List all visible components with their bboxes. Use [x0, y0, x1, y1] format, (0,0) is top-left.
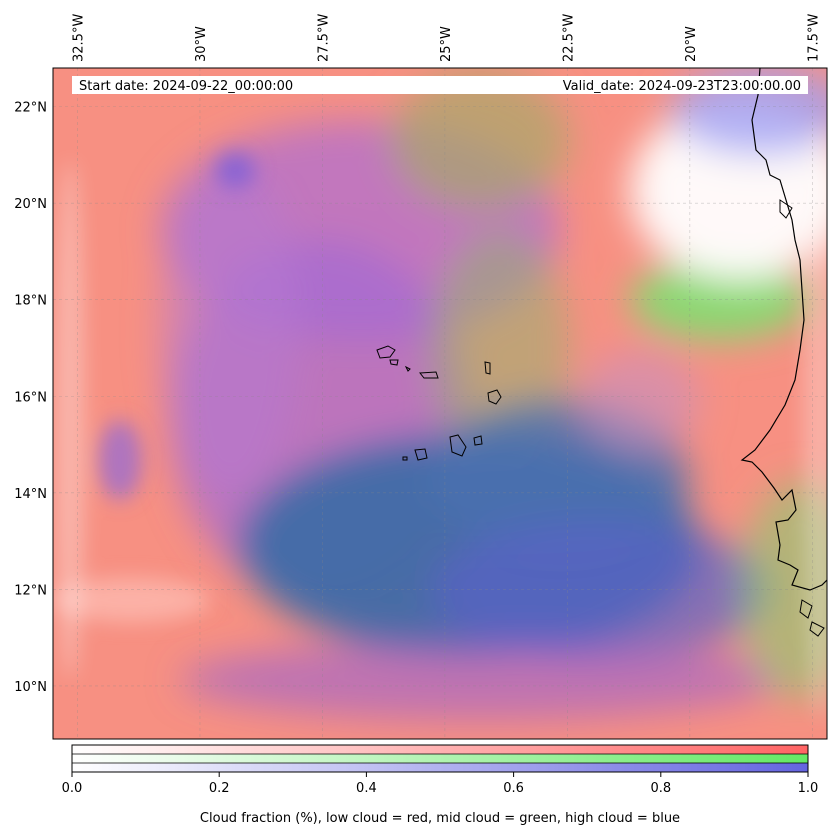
purple-blob: [180, 640, 780, 720]
lon-tick-label: 32.5°W: [71, 14, 86, 62]
lon-tick-label: 20°W: [684, 26, 699, 62]
edge-haze: [56, 160, 84, 680]
lat-tick-label: 22°N: [14, 101, 47, 116]
blue-core: [430, 520, 770, 660]
island-santo-antao: [376, 345, 396, 359]
lat-tick-label: 20°N: [14, 197, 47, 212]
colorbar: 0.0 0.2 0.4 0.6 0.8 1.0 Cloud fraction (%), l…: [62, 744, 819, 826]
lat-tick-label: 12°N: [14, 583, 47, 598]
island-santiago: [449, 434, 467, 457]
high-cloud-spot: [215, 152, 255, 188]
thin-cloud-streak: [53, 578, 210, 622]
coastline-bijagos: [799, 599, 825, 637]
green-blob: [630, 260, 810, 340]
colorbar-tick-label: 0.8: [650, 781, 671, 796]
olive-blob: [390, 70, 570, 210]
edge-haze: [804, 120, 827, 720]
high-cloud-spot: [98, 420, 142, 500]
lat-tick-label: 16°N: [14, 390, 47, 405]
island-brava: [402, 456, 408, 461]
valid-date-label: Valid_date: 2024-09-23T23:00:00.00: [563, 79, 801, 94]
lat-tick-label: 18°N: [14, 294, 47, 309]
colorbar-high-cloud: [72, 763, 808, 772]
lon-tick-label: 22.5°W: [561, 14, 576, 62]
lon-tick-label: 27.5°W: [316, 14, 331, 62]
lat-tick-label: 10°N: [14, 680, 47, 695]
lat-tick-label: 14°N: [14, 487, 47, 502]
cape-verde-islands: [376, 345, 502, 461]
island-fogo: [414, 448, 428, 461]
gridlines: [53, 68, 827, 739]
colorbar-low-cloud: [72, 745, 808, 754]
lon-tick-label: 17.5°W: [806, 14, 821, 62]
colorbar-label: Cloud fraction (%), low cloud = red, mid…: [200, 811, 680, 826]
start-date-label: Start date: 2024-09-22_00:00:00: [79, 79, 293, 94]
cloud-blobs: [160, 68, 827, 720]
colorbar-tick-label: 0.2: [209, 781, 230, 796]
coastline-island-edge: [779, 199, 793, 219]
longitude-labels: 32.5°W 30°W 27.5°W 25°W 22.5°W 20°W 17.5°W: [71, 14, 821, 62]
colorbar-mid-cloud: [72, 754, 808, 763]
latitude-labels: 22°N 20°N 18°N 16°N 14°N 12°N 10°N: [14, 101, 47, 695]
header-box: [72, 76, 808, 94]
colorbar-tick-label: 0.0: [62, 781, 83, 796]
colorbar-tick-label: 1.0: [798, 781, 819, 796]
colorbar-ticks: 0.0 0.2 0.4 0.6 0.8 1.0: [62, 772, 819, 796]
island-boa-vista: [487, 389, 502, 405]
colorbar-frame: [71, 744, 809, 773]
mixed-blob: [580, 350, 700, 450]
colorbar-tick-label: 0.4: [356, 781, 377, 796]
coastline-west-africa: [740, 68, 827, 591]
colorbar-tick-label: 0.6: [503, 781, 524, 796]
cloud-field: [53, 68, 827, 739]
island-maio: [473, 435, 483, 446]
island-sao-vicente: [389, 359, 399, 366]
purple-blob: [160, 160, 300, 500]
cloud-details: [53, 120, 827, 720]
island-sao-nicolau: [419, 371, 439, 379]
lon-tick-label: 25°W: [439, 26, 454, 62]
island-santa-luzia: [404, 365, 411, 372]
map-frame: [52, 67, 828, 740]
lon-tick-label: 30°W: [194, 26, 209, 62]
island-sal: [484, 361, 491, 375]
